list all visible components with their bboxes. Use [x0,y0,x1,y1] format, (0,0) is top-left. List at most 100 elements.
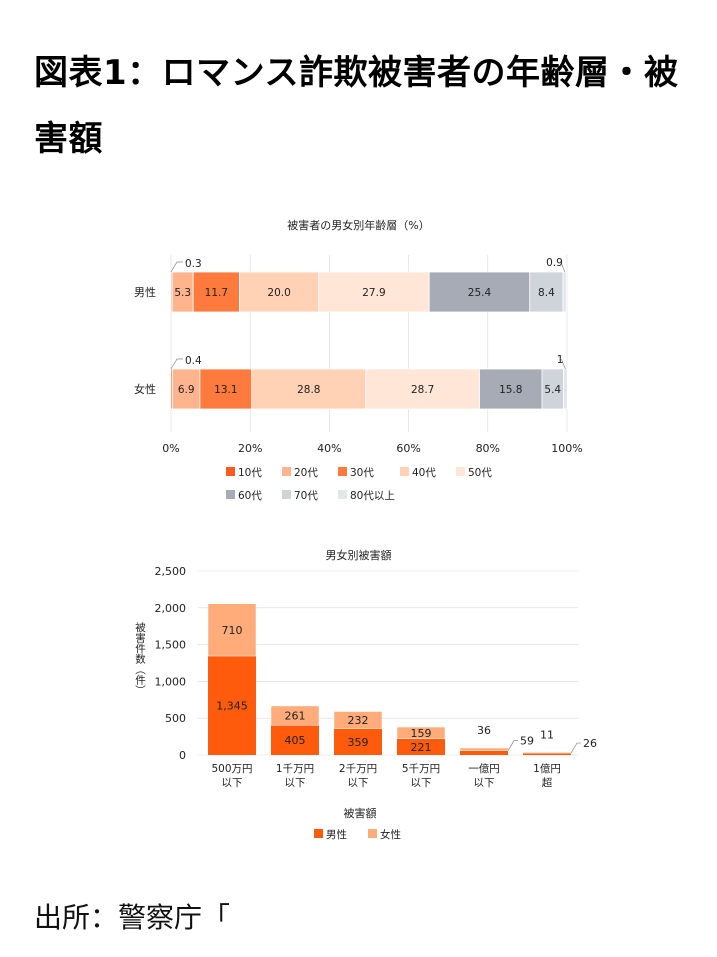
x-tick-label: 40% [317,442,341,455]
bar-male [523,753,571,755]
amount-chart-title: 男女別被害額 [325,549,392,562]
bar-male [397,738,445,755]
legend-label: 40代 [412,467,436,479]
bar-male [460,750,508,755]
x-tick-label: 1千万円 [276,763,314,775]
data-label-male: 1,345 [216,700,248,713]
data-label: 28.8 [297,384,320,396]
legend-label: 70代 [294,490,318,502]
data-label-female: 159 [411,727,432,740]
leader-line [170,261,183,273]
legend-swatch-50 [456,467,465,476]
data-label: 8.4 [538,287,555,299]
legend-swatch-40 [400,467,409,476]
bar-female [459,747,509,751]
bar-female [270,705,320,726]
data-label-male: 405 [285,734,306,747]
leader-line [561,358,566,370]
x-tick-label: 以下 [285,777,306,789]
data-label: 28.7 [411,384,434,396]
y-tick-label: 0 [179,749,186,762]
data-label-female: 11 [540,728,554,741]
data-label: 6.9 [178,384,195,396]
y-tick-label: 2,500 [155,565,187,578]
x-tick-label: 1億円 [533,762,561,775]
legend-label: 男性 [326,828,347,841]
bar-male [208,656,256,755]
legend-label: 50代 [468,467,492,479]
page-title: 図表1：ロマンス詐欺被害者の年齢層・被害額 [34,53,679,159]
leader-line [560,261,566,273]
data-label: 15.8 [499,384,522,396]
data-label: 13.1 [214,384,237,396]
bar-female [207,603,257,657]
x-tick-label: 超 [542,776,553,789]
x-tick-label: 60% [396,442,420,455]
x-tick-label: 100% [551,442,582,455]
data-label-male: 59 [520,735,534,748]
bar-female [333,711,383,729]
data-label: 20.0 [267,287,290,299]
legend-label: 30代 [350,467,374,479]
y-tick-label: 1,500 [155,639,187,652]
category-label: 男性 [134,285,156,299]
data-label: 0.4 [185,355,202,367]
x-tick-label: 一億円 [468,762,500,775]
y-tick-label: 2,000 [155,602,187,615]
legend-label: 60代 [238,490,262,502]
legend-swatch-80 [338,490,347,499]
bar-segment-70 [529,271,564,313]
y-tick-label: 1,000 [155,675,187,688]
leader-line [570,742,581,754]
legend-swatch-70 [282,490,291,499]
bar-segment-40 [239,271,320,313]
data-label-female: 36 [477,724,491,737]
y-axis-label: 被害件数（件） [134,621,146,695]
bar-segment-50 [318,271,430,313]
legend-swatch-30 [338,467,347,476]
age-chart-title: 被害者の男女別年齢層（%） [287,219,430,232]
bar-male [334,728,382,755]
legend-label: 女性 [380,828,401,841]
x-tick-label: 20% [238,442,262,455]
legend-swatch-female [368,829,377,838]
x-tick-label: 80% [476,442,500,455]
data-label: 0.9 [546,257,563,269]
data-label: 0.3 [185,258,202,270]
category-label: 女性 [134,382,156,396]
data-label: 5.4 [544,384,561,396]
bar-segment-60 [428,271,531,313]
x-tick-label: 0% [162,442,179,455]
x-tick-label: 以下 [222,777,243,789]
source-note: 出所：警察庁「 [34,901,231,934]
bar-male [271,725,319,755]
x-axis-label: 被害額 [344,806,377,820]
x-tick-label: 5千万円 [402,763,440,775]
leader-line [507,740,518,751]
data-label-male: 26 [583,737,597,750]
bar-segment-50 [365,368,480,410]
data-label-male: 359 [348,736,369,749]
data-label: 5.3 [174,287,191,299]
legend-swatch-male [314,829,323,838]
legend-label: 80代以上 [350,490,395,502]
data-label-female: 710 [222,624,243,637]
data-label-female: 261 [285,710,306,723]
leader-line [170,358,183,370]
x-tick-label: 2千万円 [339,763,377,775]
data-label: 27.9 [362,287,385,299]
legend-swatch-20 [282,467,291,476]
bar-segment-20 [172,368,201,410]
legend-swatch-10 [226,467,235,476]
y-tick-label: 500 [165,712,186,725]
x-tick-label: 以下 [474,777,495,789]
legend-label: 20代 [294,467,318,479]
x-tick-label: 500万円 [211,763,252,775]
data-label-female: 232 [348,714,369,727]
legend-label: 10代 [238,467,262,479]
data-label-male: 221 [411,741,432,754]
x-tick-label: 以下 [348,777,369,789]
bar-female [522,752,572,754]
